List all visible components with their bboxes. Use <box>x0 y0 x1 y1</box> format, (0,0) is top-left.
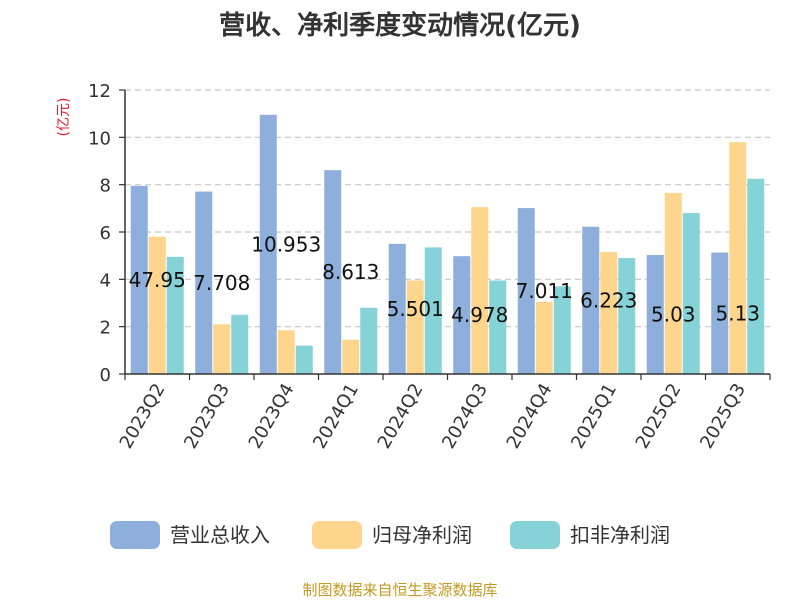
data-label: 8.613 <box>322 260 379 284</box>
bar-2025Q1-1 <box>600 252 618 374</box>
bar-2025Q2-1 <box>664 192 682 374</box>
legend-label: 扣非净利润 <box>570 523 670 547</box>
data-label: 10.953 <box>251 232 321 256</box>
bar-2024Q3-1 <box>471 207 489 374</box>
data-label: 5.501 <box>387 297 444 321</box>
bar-2024Q1-2 <box>360 307 378 374</box>
legend-swatch <box>510 521 560 549</box>
x-tick-label: 2024Q3 <box>438 380 492 452</box>
bar-2025Q3-1 <box>729 142 747 374</box>
x-tick-label: 2025Q3 <box>696 380 750 452</box>
y-tick-label: 6 <box>100 223 111 244</box>
bar-2025Q2-2 <box>682 213 700 374</box>
y-axis-label: (亿元) <box>56 98 72 137</box>
data-label: 7.011 <box>516 279 573 303</box>
y-tick-label: 4 <box>100 270 111 291</box>
x-tick-label: 2025Q1 <box>567 380 621 452</box>
bar-2023Q4-1 <box>277 330 295 374</box>
data-label: 6.223 <box>580 288 637 312</box>
bar-2025Q3-0 <box>711 252 729 374</box>
bar-2023Q4-0 <box>259 114 277 375</box>
data-label: 47.95 <box>129 268 186 292</box>
bar-2023Q4-2 <box>295 345 313 374</box>
legend-label: 营业总收入 <box>170 523 270 547</box>
bar-2024Q3-2 <box>489 280 507 374</box>
data-label: 5.03 <box>651 302 696 326</box>
x-tick-label: 2024Q1 <box>309 380 363 452</box>
data-label: 4.978 <box>451 303 508 327</box>
bar-2023Q3-1 <box>213 324 231 374</box>
legend-swatch <box>312 521 362 549</box>
legend-swatch <box>110 521 160 549</box>
bar-2025Q3-2 <box>747 178 765 374</box>
bar-2023Q3-2 <box>231 314 249 374</box>
bar-2023Q2-2 <box>166 256 184 374</box>
bar-2024Q4-1 <box>535 301 553 374</box>
x-tick-label: 2023Q3 <box>180 380 234 452</box>
bar-2023Q2-1 <box>148 236 166 374</box>
x-tick-label: 2023Q2 <box>116 380 170 452</box>
chart-title: 营收、净利季度变动情况(亿元) <box>219 10 581 41</box>
data-label: 7.708 <box>193 271 250 295</box>
source-note: 制图数据来自恒生聚源数据库 <box>302 581 497 599</box>
grid <box>125 89 770 328</box>
x-tick-label: 2025Q2 <box>632 380 686 452</box>
bar-2024Q2-1 <box>406 280 424 374</box>
bar-2025Q1-2 <box>618 258 636 374</box>
y-tick-label: 10 <box>88 128 111 149</box>
bars <box>130 114 765 375</box>
bar-2023Q2-0 <box>130 185 148 374</box>
bar-2024Q2-2 <box>424 247 442 374</box>
legend: 营业总收入 归母净利润 扣非净利润 <box>110 521 670 549</box>
x-tick-label: 2024Q2 <box>374 380 428 452</box>
y-tick-label: 8 <box>100 176 111 197</box>
legend-label: 归母净利润 <box>372 523 472 547</box>
bar-2024Q4-0 <box>517 208 535 374</box>
data-label: 5.13 <box>715 301 760 325</box>
x-tick-label: 2023Q4 <box>245 380 299 452</box>
bar-2023Q3-0 <box>195 191 213 374</box>
y-tick-label: 0 <box>100 365 111 386</box>
x-tick-label: 2024Q4 <box>503 380 557 452</box>
bar-2024Q2-0 <box>388 243 406 374</box>
y-tick-label: 12 <box>88 81 111 102</box>
bar-2024Q1-0 <box>324 170 342 374</box>
y-tick-label: 2 <box>100 318 111 339</box>
bar-2025Q1-0 <box>582 226 600 374</box>
bar-2024Q1-1 <box>342 339 360 374</box>
bar-2024Q4-2 <box>553 286 571 374</box>
bar-2025Q2-0 <box>646 254 664 374</box>
bar-2024Q3-0 <box>453 256 471 374</box>
